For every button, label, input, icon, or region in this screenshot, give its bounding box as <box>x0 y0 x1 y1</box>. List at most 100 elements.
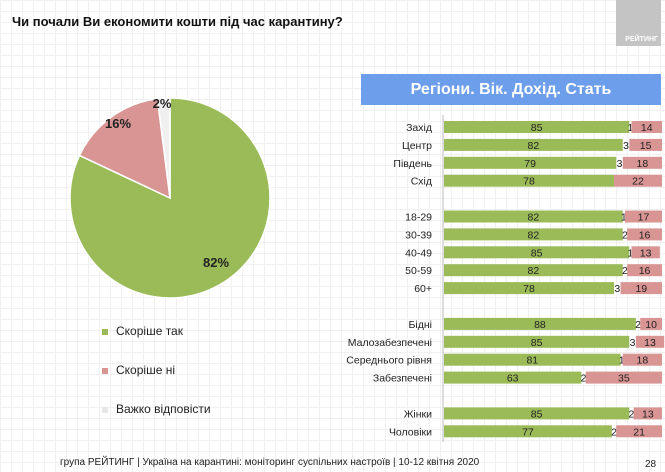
bar-segment <box>631 121 662 133</box>
data-label: 21 <box>633 426 645 438</box>
data-label: 77 <box>522 426 534 438</box>
data-label: 13 <box>642 408 654 420</box>
data-label: 79 <box>524 158 536 170</box>
data-label: 85 <box>531 408 543 420</box>
data-label: 13 <box>644 337 656 349</box>
bar-segment <box>444 174 615 187</box>
bar-segment <box>629 138 662 151</box>
data-label: 18 <box>637 158 649 170</box>
data-label: 22 <box>632 176 644 188</box>
bar-segment <box>444 282 615 295</box>
bar-segment <box>444 407 630 420</box>
category-label: Жінки <box>404 408 432 420</box>
pie-label: 82% <box>203 255 229 270</box>
bar-segment <box>444 210 623 223</box>
legend-item: Скоріше так <box>102 324 183 338</box>
data-label: 1 <box>621 212 627 224</box>
category-label: Центр <box>402 140 432 152</box>
data-label: 78 <box>523 283 535 295</box>
breakdown-banner: Регіони. Вік. Дохід. Стать <box>361 74 661 105</box>
data-label: 1 <box>627 122 633 134</box>
data-label: 10 <box>645 319 657 331</box>
bar-segment <box>640 317 662 330</box>
category-label: Захід <box>406 122 432 134</box>
bar-segment <box>616 425 662 438</box>
category-label: Бідні <box>409 319 432 331</box>
bar-segment <box>444 246 630 259</box>
data-label: 1 <box>619 355 625 367</box>
bar-segment <box>633 407 662 420</box>
bar-segment <box>444 353 621 366</box>
category-label: Малозабезпечені <box>348 337 432 349</box>
page-title: Чи почали Ви економити кошти під час кар… <box>12 14 343 29</box>
bar-segment <box>444 317 636 330</box>
bar-segment <box>444 138 623 151</box>
data-label: 15 <box>640 140 652 152</box>
data-label: 81 <box>526 355 538 367</box>
rating-logo: РЕЙТИНГ <box>616 0 661 46</box>
data-label: 3 <box>623 140 629 152</box>
data-label: 35 <box>618 373 630 385</box>
bar-segment <box>622 353 662 366</box>
category-label: Південь <box>393 158 432 170</box>
data-label: 78 <box>523 176 535 188</box>
bar-segment <box>444 425 612 438</box>
data-label: 16 <box>639 229 651 241</box>
bar-segment <box>444 264 623 277</box>
category-label: 60+ <box>414 283 432 295</box>
legend-item: Скоріше ні <box>102 363 175 377</box>
data-label: 3 <box>617 158 623 170</box>
data-label: 3 <box>614 283 620 295</box>
category-label: Схід <box>411 176 432 188</box>
data-label: 2 <box>611 426 617 438</box>
category-label: 40-49 <box>405 247 432 259</box>
data-label: 63 <box>507 373 519 385</box>
pie-slice <box>78 97 171 200</box>
bar-segment <box>631 246 660 259</box>
footer: група РЕЙТИНГ | Україна на карантині: мо… <box>60 457 480 468</box>
category-label: 18-29 <box>405 212 432 224</box>
bar-segment <box>444 121 630 133</box>
data-label: 1 <box>627 247 633 259</box>
data-label: 2 <box>622 229 628 241</box>
category-label: 50-59 <box>405 265 432 277</box>
data-label: 82 <box>528 212 540 224</box>
bar-segment <box>620 282 662 295</box>
data-label: 85 <box>531 122 543 134</box>
pie-label: 2% <box>153 96 172 111</box>
data-label: 88 <box>534 319 546 331</box>
pie-label: 16% <box>105 116 131 131</box>
data-label: 82 <box>528 229 540 241</box>
category-label: Чоловіки <box>389 426 432 438</box>
data-label: 18 <box>637 355 649 367</box>
data-label: 85 <box>531 247 543 259</box>
pie-slice <box>156 97 171 199</box>
bar-segment <box>444 371 582 384</box>
bar-segment <box>585 371 662 384</box>
data-label: 17 <box>638 212 650 224</box>
category-label: Середнього рівня <box>346 355 432 367</box>
legend-item: Важко відповісти <box>102 402 211 416</box>
data-label: 2 <box>581 373 587 385</box>
data-label: 82 <box>528 265 540 277</box>
bar-segment <box>444 156 617 169</box>
data-label: 19 <box>635 283 647 295</box>
bar-segment <box>627 264 662 277</box>
data-label: 2 <box>629 408 635 420</box>
bar-segment <box>444 228 623 241</box>
data-label: 2 <box>622 265 628 277</box>
legend-swatch <box>102 328 108 335</box>
data-label: 13 <box>640 247 652 259</box>
data-label: 2 <box>635 319 641 331</box>
legend-swatch <box>102 406 108 413</box>
data-label: 3 <box>630 337 636 349</box>
data-label: 16 <box>639 265 651 277</box>
bar-segment <box>627 228 662 241</box>
data-label: 82 <box>528 140 540 152</box>
page-number: 28 <box>645 459 657 470</box>
bar-segment <box>614 174 662 187</box>
bar-segment <box>635 335 665 348</box>
bar-segment <box>444 335 630 348</box>
data-label: 14 <box>641 122 653 134</box>
